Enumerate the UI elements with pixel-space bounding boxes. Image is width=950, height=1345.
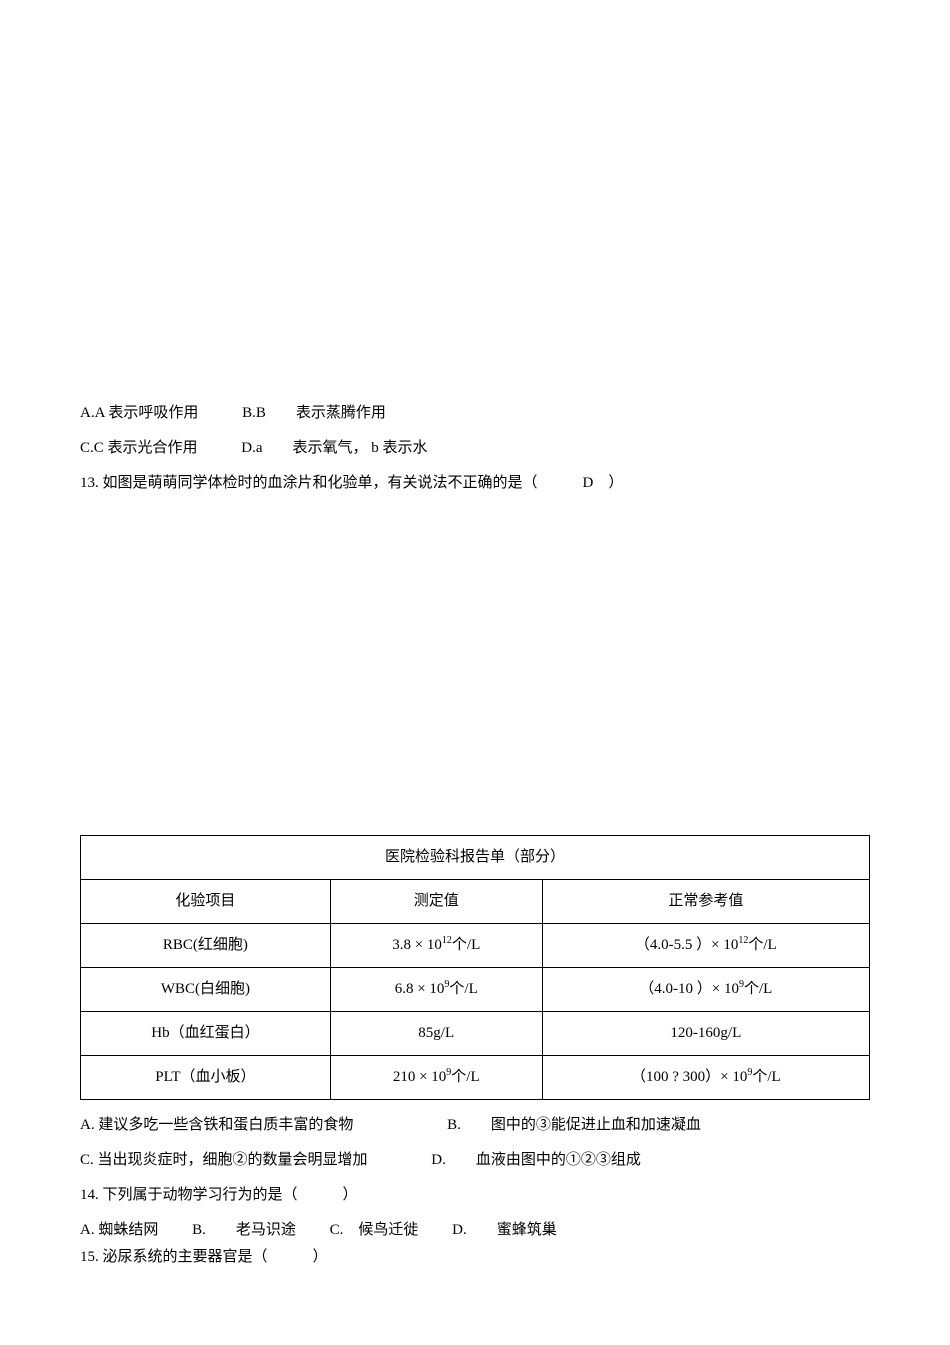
q14-option-a: A. 蜘蛛结网 (80, 1217, 158, 1244)
q14-option-b: B. 老马识途 (192, 1217, 296, 1244)
table-row: RBC(红细胞) 3.8 × 1012个/L （4.0-5.5 ）× 1012个… (81, 924, 870, 968)
q13-answers-row-2: C. 当出现炎症时，细胞②的数量会明显增加 D. 血液由图中的①②③组成 (80, 1147, 870, 1174)
plt-reference: （100 ? 300）× 109个/L (542, 1056, 869, 1100)
rbc-item: RBC(红细胞) (81, 924, 331, 968)
q13-answer-a: A. 建议多吃一些含铁和蛋白质丰富的食物 (80, 1112, 353, 1139)
q12-option-c: C.C 表示光合作用 (80, 435, 198, 462)
wbc-measured: 6.8 × 109个/L (330, 968, 542, 1012)
table-header-row: 化验项目 测定值 正常参考值 (81, 880, 870, 924)
q13-text: 13. 如图是萌萌同学体检时的血涂片和化验单，有关说法不正确的是（ D ） (80, 470, 870, 497)
hb-reference: 120-160g/L (542, 1012, 869, 1056)
table-header-measured: 测定值 (330, 880, 542, 924)
q13-answer-d: D. 血液由图中的①②③组成 (431, 1147, 641, 1174)
q12-option-b: B.B 表示蒸腾作用 (242, 400, 386, 427)
wbc-item: WBC(白细胞) (81, 968, 331, 1012)
table-row: PLT（血小板） 210 × 109个/L （100 ? 300）× 109个/… (81, 1056, 870, 1100)
plt-item: PLT（血小板） (81, 1056, 331, 1100)
table-row: WBC(白细胞) 6.8 × 109个/L （4.0-10 ）× 109个/L (81, 968, 870, 1012)
table-title: 医院检验科报告单（部分） (81, 836, 870, 880)
q14-options: A. 蜘蛛结网 B. 老马识途 C. 候鸟迁徙 D. 蜜蜂筑巢 (80, 1217, 870, 1244)
rbc-reference: （4.0-5.5 ）× 1012个/L (542, 924, 869, 968)
rbc-measured: 3.8 × 1012个/L (330, 924, 542, 968)
plt-measured: 210 × 109个/L (330, 1056, 542, 1100)
hb-item: Hb（血红蛋白） (81, 1012, 331, 1056)
table-header-item: 化验项目 (81, 880, 331, 924)
table-row: Hb（血红蛋白） 85g/L 120-160g/L (81, 1012, 870, 1056)
q13-answer-b: B. 图中的③能促进止血和加速凝血 (447, 1112, 701, 1139)
q14-text: 14. 下列属于动物学习行为的是（ ） (80, 1182, 870, 1209)
q12-options-row-2: C.C 表示光合作用 D.a 表示氧气， b 表示水 (80, 435, 870, 462)
q12-options-row-1: A.A 表示呼吸作用 B.B 表示蒸腾作用 (80, 400, 870, 427)
q13-answers-row-1: A. 建议多吃一些含铁和蛋白质丰富的食物 B. 图中的③能促进止血和加速凝血 (80, 1112, 870, 1139)
hb-measured: 85g/L (330, 1012, 542, 1056)
q14-option-d: D. 蜜蜂筑巢 (452, 1217, 557, 1244)
table-header-reference: 正常参考值 (542, 880, 869, 924)
q12-option-a: A.A 表示呼吸作用 (80, 400, 198, 427)
q13-answer-c: C. 当出现炎症时，细胞②的数量会明显增加 (80, 1147, 368, 1174)
q15-text: 15. 泌尿系统的主要器官是（ ） (80, 1244, 870, 1271)
q14-option-c: C. 候鸟迁徙 (330, 1217, 419, 1244)
q12-option-d: D.a 表示氧气， b 表示水 (241, 435, 427, 462)
lab-report-table: 医院检验科报告单（部分） 化验项目 测定值 正常参考值 RBC(红细胞) 3.8… (80, 835, 870, 1100)
wbc-reference: （4.0-10 ）× 109个/L (542, 968, 869, 1012)
